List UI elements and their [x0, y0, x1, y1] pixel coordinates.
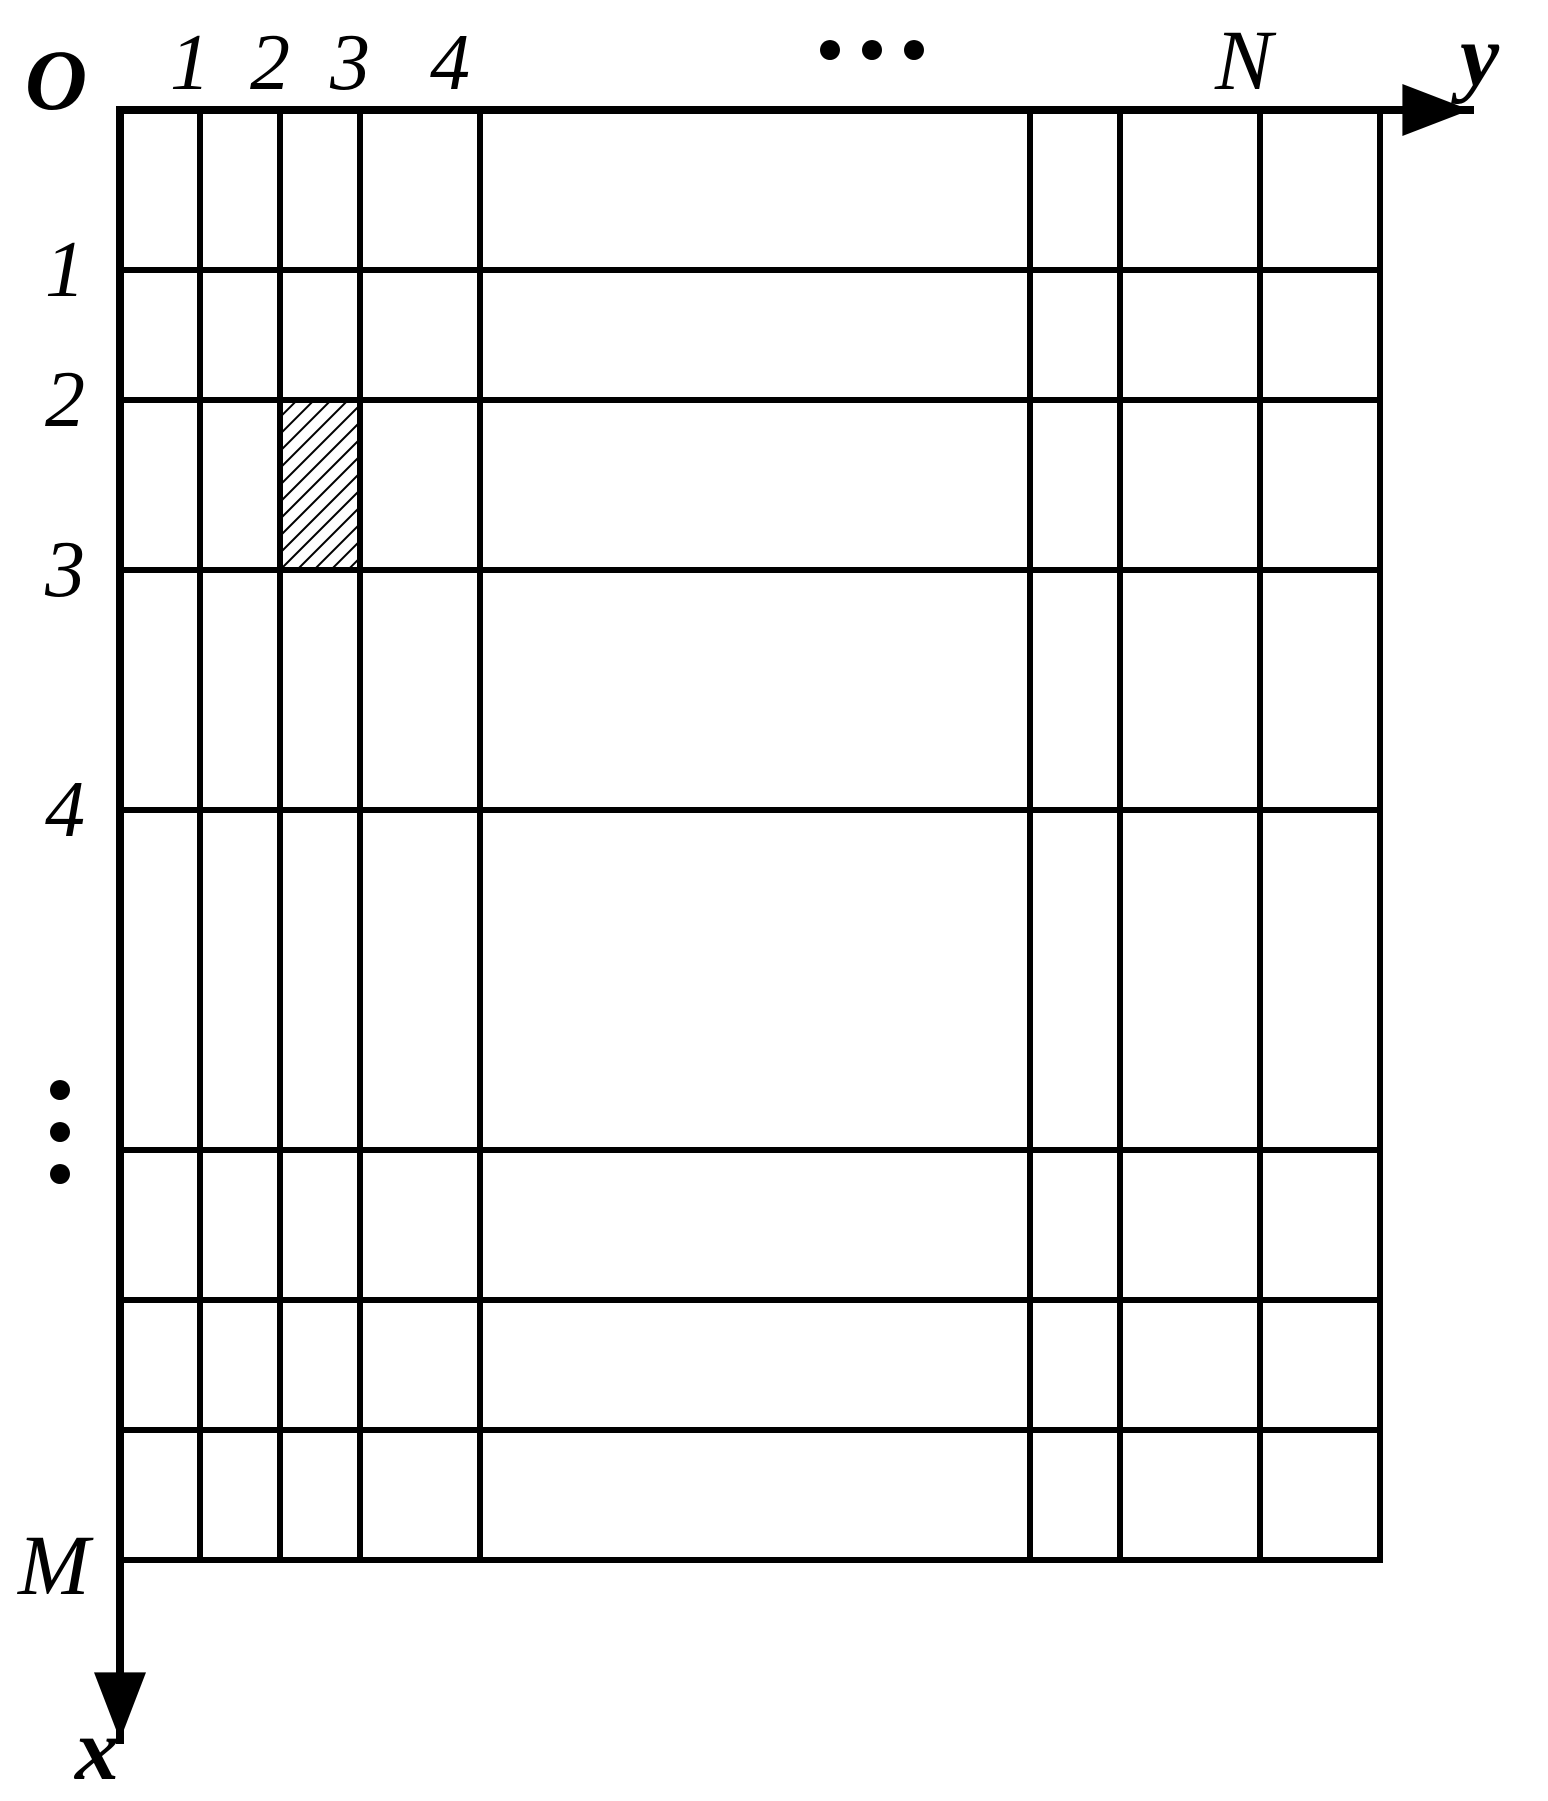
grid-svg	[0, 0, 1548, 1796]
x-axis-label: x	[75, 1700, 119, 1801]
row-label: 2	[45, 355, 85, 446]
shaded-cell	[280, 400, 360, 570]
top-ellipsis-dot	[862, 40, 882, 60]
row-label: 1	[45, 225, 85, 316]
row-label: 4	[45, 765, 85, 856]
grid-diagram	[0, 0, 1548, 1796]
left-ellipsis-dot	[50, 1122, 70, 1142]
col-label: 4	[430, 18, 470, 109]
origin-label: O	[25, 30, 87, 130]
col-label: 1	[170, 18, 210, 109]
col-label: 2	[250, 18, 290, 109]
left-ellipsis-dot	[50, 1080, 70, 1100]
top-ellipsis-dot	[820, 40, 840, 60]
top-ellipsis-dot	[904, 40, 924, 60]
y-axis-label: y	[1460, 6, 1499, 107]
col-label: 3	[330, 18, 370, 109]
row-count-m-label: M	[18, 1515, 90, 1615]
left-ellipsis-dot	[50, 1164, 70, 1184]
row-label: 3	[45, 525, 85, 616]
col-count-n-label: N	[1215, 10, 1272, 110]
